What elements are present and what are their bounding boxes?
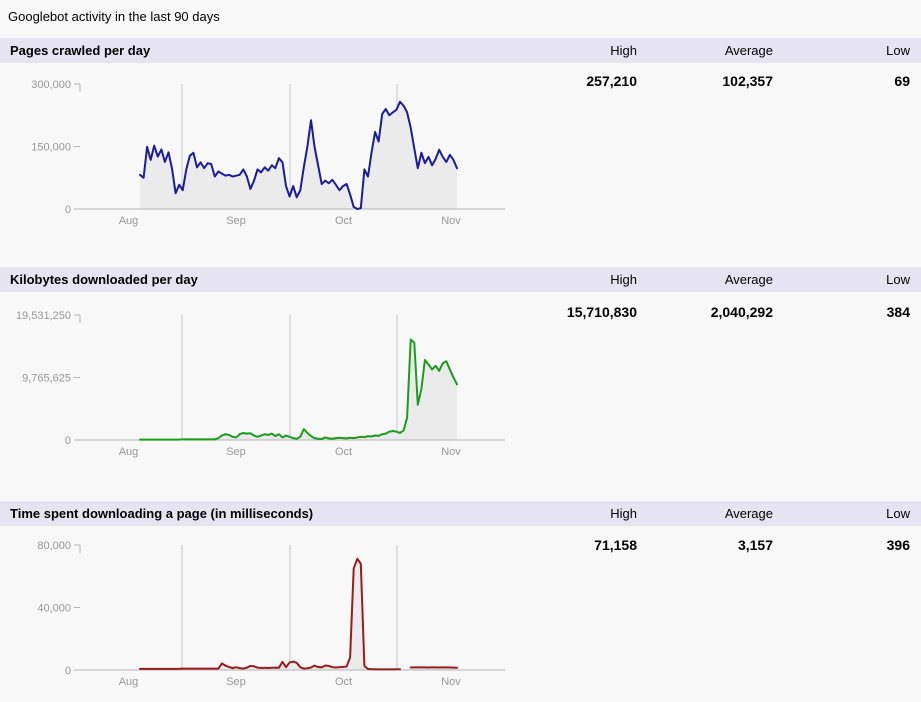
stat-value-low: 396 <box>886 537 910 553</box>
column-label-low: Low <box>886 506 910 521</box>
column-label-high: High <box>610 272 637 287</box>
time-spent-chart: 80,000 40,000 0 Aug Sep Oct Nov <box>37 540 505 688</box>
svg-text:Nov: Nov <box>441 215 461 227</box>
svg-text:0: 0 <box>65 204 71 216</box>
svg-text:40,000: 40,000 <box>37 603 71 615</box>
svg-text:80,000: 80,000 <box>37 540 71 552</box>
stat-value-average: 3,157 <box>737 537 773 553</box>
svg-text:Aug: Aug <box>119 215 139 227</box>
kilobytes-downloaded-chart: 19,531,250 9,765,625 0 Aug Sep Oct Nov <box>16 310 505 458</box>
stat-value-low: 384 <box>886 304 910 320</box>
svg-text:Nov: Nov <box>441 446 461 458</box>
column-label-average: Average <box>724 506 773 521</box>
chart-title-time-spent: Time spent downloading a page (in millis… <box>10 506 314 521</box>
svg-text:Oct: Oct <box>335 446 352 458</box>
svg-text:Sep: Sep <box>226 446 246 458</box>
svg-text:Aug: Aug <box>119 446 139 458</box>
column-label-low: Low <box>886 272 910 287</box>
section-header-kilobytes-downloaded: Kilobytes downloaded per day High Averag… <box>0 267 921 292</box>
stat-value-average: 2,040,292 <box>710 304 773 320</box>
report-title: Googlebot activity in the last 90 days <box>8 9 220 24</box>
section-header-time-spent: Time spent downloading a page (in millis… <box>0 501 921 526</box>
stats-row-pages-crawled: 257,210 102,357 69 <box>0 72 921 90</box>
chart-title-pages-crawled: Pages crawled per day <box>10 43 151 58</box>
stat-value-average: 102,357 <box>722 73 773 89</box>
column-label-low: Low <box>886 43 910 58</box>
svg-text:150,000: 150,000 <box>31 142 71 154</box>
stat-value-high: 257,210 <box>586 73 637 89</box>
column-label-high: High <box>610 43 637 58</box>
svg-text:Oct: Oct <box>335 676 352 688</box>
stats-row-kilobytes-downloaded: 15,710,830 2,040,292 384 <box>0 303 921 321</box>
chart-title-kilobytes-downloaded: Kilobytes downloaded per day <box>10 272 198 287</box>
column-label-high: High <box>610 506 637 521</box>
svg-text:0: 0 <box>65 665 71 677</box>
svg-text:Sep: Sep <box>226 215 246 227</box>
svg-text:19,531,250: 19,531,250 <box>16 310 71 322</box>
svg-text:9,765,625: 9,765,625 <box>22 373 71 385</box>
stats-row-time-spent: 71,158 3,157 396 <box>0 536 921 554</box>
svg-text:0: 0 <box>65 435 71 447</box>
stat-value-high: 15,710,830 <box>566 304 637 320</box>
column-label-average: Average <box>724 272 773 287</box>
section-header-pages-crawled: Pages crawled per day High Average Low <box>0 38 921 63</box>
svg-text:300,000: 300,000 <box>31 79 71 91</box>
svg-text:Aug: Aug <box>119 676 139 688</box>
stat-value-low: 69 <box>894 73 910 89</box>
column-label-average: Average <box>724 43 773 58</box>
svg-text:Oct: Oct <box>335 215 352 227</box>
stat-value-high: 71,158 <box>594 537 637 553</box>
pages-crawled-chart: 300,000 150,000 0 Aug Sep Oct Nov <box>31 79 505 227</box>
svg-text:Sep: Sep <box>226 676 246 688</box>
svg-text:Nov: Nov <box>441 676 461 688</box>
